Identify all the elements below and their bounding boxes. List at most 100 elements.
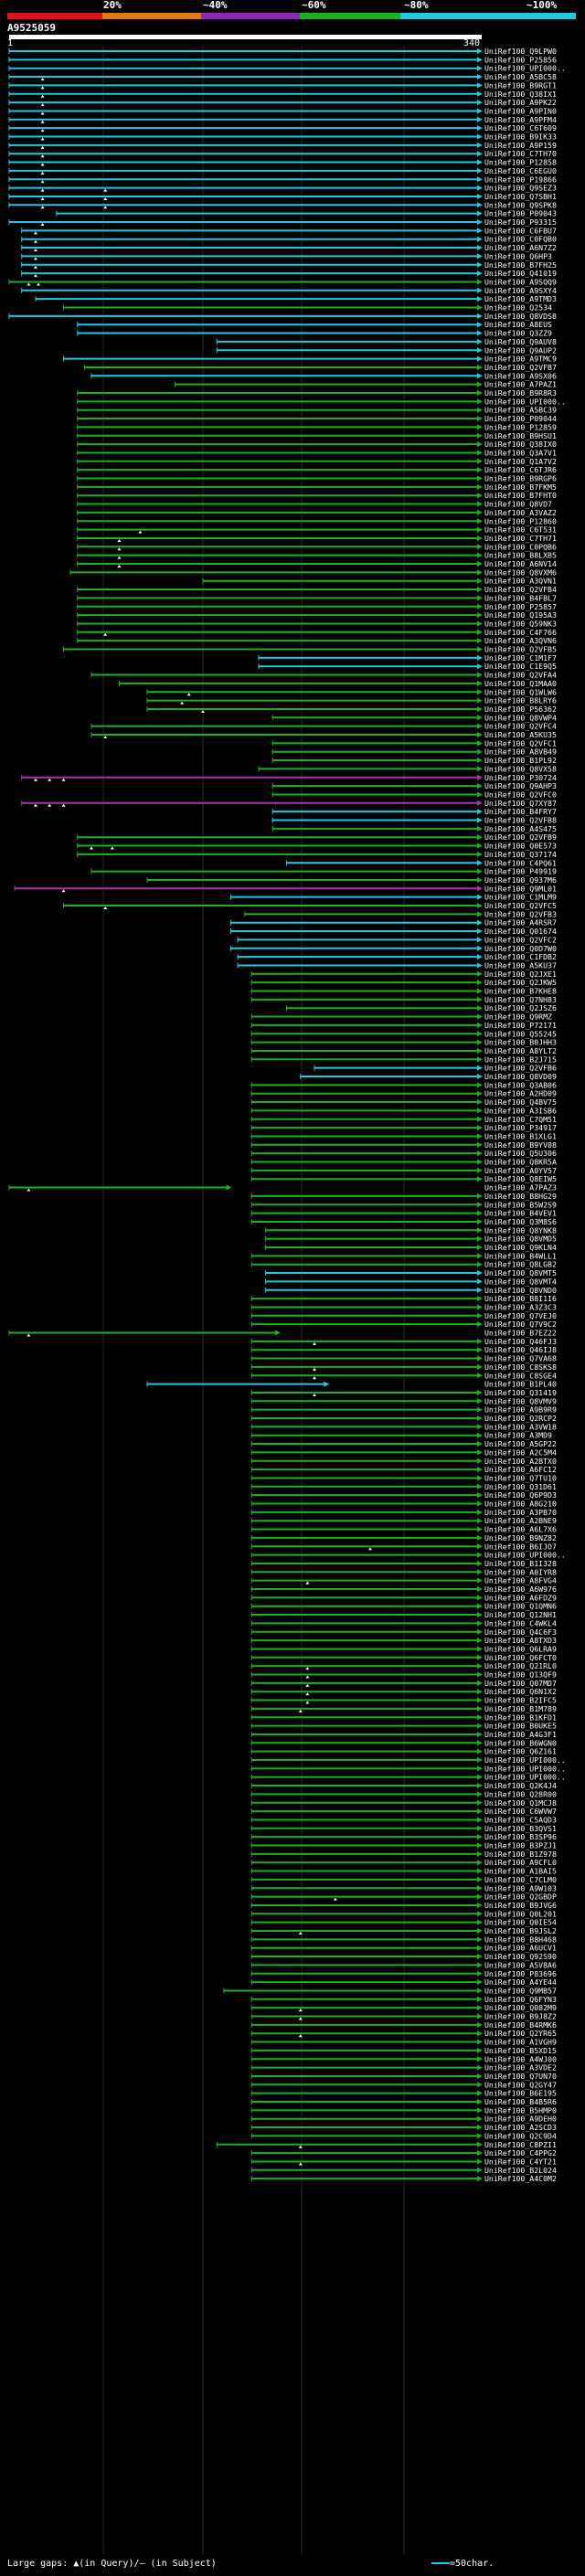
hit-label[interactable]: UniRef100_Q1MAA0 [484,679,557,688]
hit-label[interactable]: UniRef100_B6IJO7 [484,1542,557,1551]
hit-label[interactable]: UniRef100_Q5U306 [484,1149,557,1158]
hit-row[interactable]: UniRef100_A4WJ00 [250,2054,557,2063]
hit-label[interactable]: UniRef100_A9SQQ9 [484,277,557,286]
hit-row[interactable]: UniRef100_Q9AUP2 [216,345,557,355]
hit-label[interactable]: UniRef100_Q0L201 [484,1909,557,1918]
hit-row[interactable]: UniRef100_Q937M6 [146,875,557,885]
hit-row[interactable]: UniRef100_Q4C6F3 [250,1627,557,1637]
hit-row[interactable]: UniRef100_Q7UN70 [250,2072,557,2081]
hit-label[interactable]: UniRef100_Q8EIW5 [484,1174,557,1183]
hit-label[interactable]: UniRef100_Q9KLN4 [484,1243,557,1252]
hit-label[interactable]: UniRef100_A2BTX0 [484,1457,557,1466]
hit-label[interactable]: UniRef100_C4PQ61 [484,858,557,867]
hit-label[interactable]: UniRef100_P49919 [484,867,557,876]
hit-label[interactable]: UniRef100_A6FC12 [484,1465,557,1474]
hit-label[interactable]: UniRef100_A9B9R9 [484,1405,557,1415]
hit-label[interactable]: UniRef100_P83696 [484,1969,557,1978]
hit-label[interactable]: UniRef100_Q6Z161 [484,1747,557,1756]
hit-label[interactable]: UniRef100_Q9LPW0 [484,47,557,56]
hit-label[interactable]: UniRef100_B9RGP6 [484,474,557,483]
hit-row[interactable]: UniRef100_Q2VFB3 [244,909,557,918]
hit-label[interactable]: UniRef100_A8TXD3 [484,1636,557,1645]
hit-row[interactable]: UniRef100_A3Z3C3 [250,1302,557,1311]
hit-row[interactable]: UniRef100_A9SXY4 [21,286,557,295]
hit-row[interactable]: UniRef100_C1MLM9 [229,893,557,902]
hit-label[interactable]: UniRef100_P19866 [484,175,557,184]
hit-label[interactable]: UniRef100_C0FQB0 [484,235,557,244]
hit-row[interactable]: UniRef100_Q2VFB8 [271,816,557,825]
hit-row[interactable]: UniRef100_Q46IJ8 [250,1345,557,1354]
hit-label[interactable]: UniRef100_A5V8A6 [484,1960,557,1969]
hit-label[interactable]: UniRef100_A9SX06 [484,371,557,380]
hit-label[interactable]: UniRef100_A4C0M2 [484,2174,557,2183]
hit-row[interactable]: UniRef100_Q2JSZ6 [285,1003,557,1012]
hit-row[interactable]: UniRef100_Q38IX0 [77,440,557,449]
hit-label[interactable]: UniRef100_A6FDZ9 [484,1593,557,1602]
hit-row[interactable]: UniRef100_B0UKE5 [250,1722,557,1731]
hit-row[interactable]: UniRef100_Q2VFA4 [90,671,557,680]
hit-label[interactable]: UniRef100_C6FBU7 [484,226,557,235]
hit-label[interactable]: UniRef100_Q9ML01 [484,884,557,893]
hit-row[interactable]: UniRef100_Q195A3 [77,610,557,620]
hit-row[interactable]: UniRef100_Q0D7W0 [229,944,557,953]
hit-row[interactable]: UniRef100_B9J8Z2 [250,2012,557,2021]
hit-row[interactable]: UniRef100_A2C5M4 [250,1447,557,1457]
hit-row[interactable]: UniRef100_Q7VEJ0 [250,1311,557,1320]
hit-label[interactable]: UniRef100_Q1QMN6 [484,1602,557,1611]
hit-label[interactable]: UniRef100_Q7TU10 [484,1473,557,1482]
hit-label[interactable]: UniRef100_Q8VMT4 [484,1277,557,1286]
hit-row[interactable]: UniRef100_B2J715 [250,1055,557,1064]
hit-row[interactable]: UniRef100_Q2GY47 [250,2080,557,2089]
hit-label[interactable]: UniRef100_Q31D61 [484,1482,557,1491]
hit-row[interactable]: UniRef100_B9RGT1 [8,80,557,90]
hit-row[interactable]: UniRef100_Q9AHP3 [271,781,557,790]
hit-row[interactable]: UniRef100_A1BAI5 [250,1867,557,1876]
hit-row[interactable]: UniRef100_B0JHH3 [250,1038,557,1047]
hit-label[interactable]: UniRef100_B1XLG1 [484,1131,557,1140]
hit-row[interactable]: UniRef100_A7PAZ1 [174,380,557,389]
hit-row[interactable]: UniRef100_Q59NK3 [77,619,557,628]
hit-row[interactable]: UniRef100_P93315 [8,217,557,227]
hit-row[interactable]: UniRef100_Q6FCT0 [250,1653,557,1662]
hit-row[interactable]: UniRef100_Q1A7V2 [77,457,557,466]
hit-label[interactable]: UniRef100_Q31419 [484,1388,557,1397]
hit-row[interactable]: UniRef100_C4PQ61 [285,858,557,867]
hit-row[interactable]: UniRef100_Q12NH1 [250,1610,557,1619]
hit-label[interactable]: UniRef100_B5HMP0 [484,2105,557,2115]
hit-label[interactable]: UniRef100_Q7UN70 [484,2072,557,2081]
hit-label[interactable]: UniRef100_A0IYR8 [484,1567,557,1576]
hit-row[interactable]: UniRef100_C4F766 [77,628,557,637]
hit-row[interactable]: UniRef100_Q8VX58 [258,764,557,773]
hit-row[interactable]: UniRef100_Q2GBDP [250,1892,557,1902]
hit-row[interactable]: UniRef100_Q01674 [229,927,557,936]
hit-label[interactable]: UniRef100_Q6P9D3 [484,1490,557,1500]
hit-label[interactable]: UniRef100_C6T609 [484,123,557,133]
hit-row[interactable]: UniRef100_Q2VFB4 [77,585,557,594]
hit-row[interactable]: UniRef100_B1PL92 [271,756,557,765]
hit-row[interactable]: UniRef100_B4FBL7 [77,593,557,602]
hit-row[interactable]: UniRef100_B9JSL2 [250,1926,557,1935]
hit-label[interactable]: UniRef100_C6WVW7 [484,1807,557,1816]
hit-label[interactable]: UniRef100_A1BAI5 [484,1867,557,1876]
hit-label[interactable]: UniRef100_Q7VA68 [484,1354,557,1363]
hit-row[interactable]: UniRef100_Q2VFB5 [62,645,557,654]
hit-row[interactable]: UniRef100_Q8VND0 [265,1286,557,1295]
hit-label[interactable]: UniRef100_UPI000.. [484,1551,566,1560]
hit-row[interactable]: UniRef100_B3PZJ1 [250,1841,557,1850]
hit-row[interactable]: UniRef100_B3QVS1 [250,1824,557,1833]
hit-label[interactable]: UniRef100_B1I328 [484,1559,557,1568]
hit-row[interactable]: UniRef100_UPI000.. [250,1773,566,1782]
hit-label[interactable]: UniRef100_Q2GY47 [484,2080,557,2089]
hit-row[interactable]: UniRef100_Q9SEZ3 [8,184,557,193]
hit-row[interactable]: UniRef100_Q3A7V1 [77,448,557,457]
hit-row[interactable]: UniRef100_B7KHE8 [250,987,557,996]
hit-label[interactable]: UniRef100_C1MLM9 [484,893,557,902]
hit-row[interactable]: UniRef100_P09043 [56,209,557,218]
hit-label[interactable]: UniRef100_Q8VMV9 [484,1396,557,1405]
hit-row[interactable]: UniRef100_Q8YNK8 [265,1225,557,1235]
hit-label[interactable]: UniRef100_C7TH70 [484,149,557,158]
hit-row[interactable]: UniRef100_C0PQB6 [77,542,557,551]
hit-row[interactable]: UniRef100_B1Z978 [250,1850,557,1859]
hit-label[interactable]: UniRef100_Q8VD09 [484,1072,557,1081]
hit-row[interactable]: UniRef100_Q9AUV8 [216,337,557,346]
